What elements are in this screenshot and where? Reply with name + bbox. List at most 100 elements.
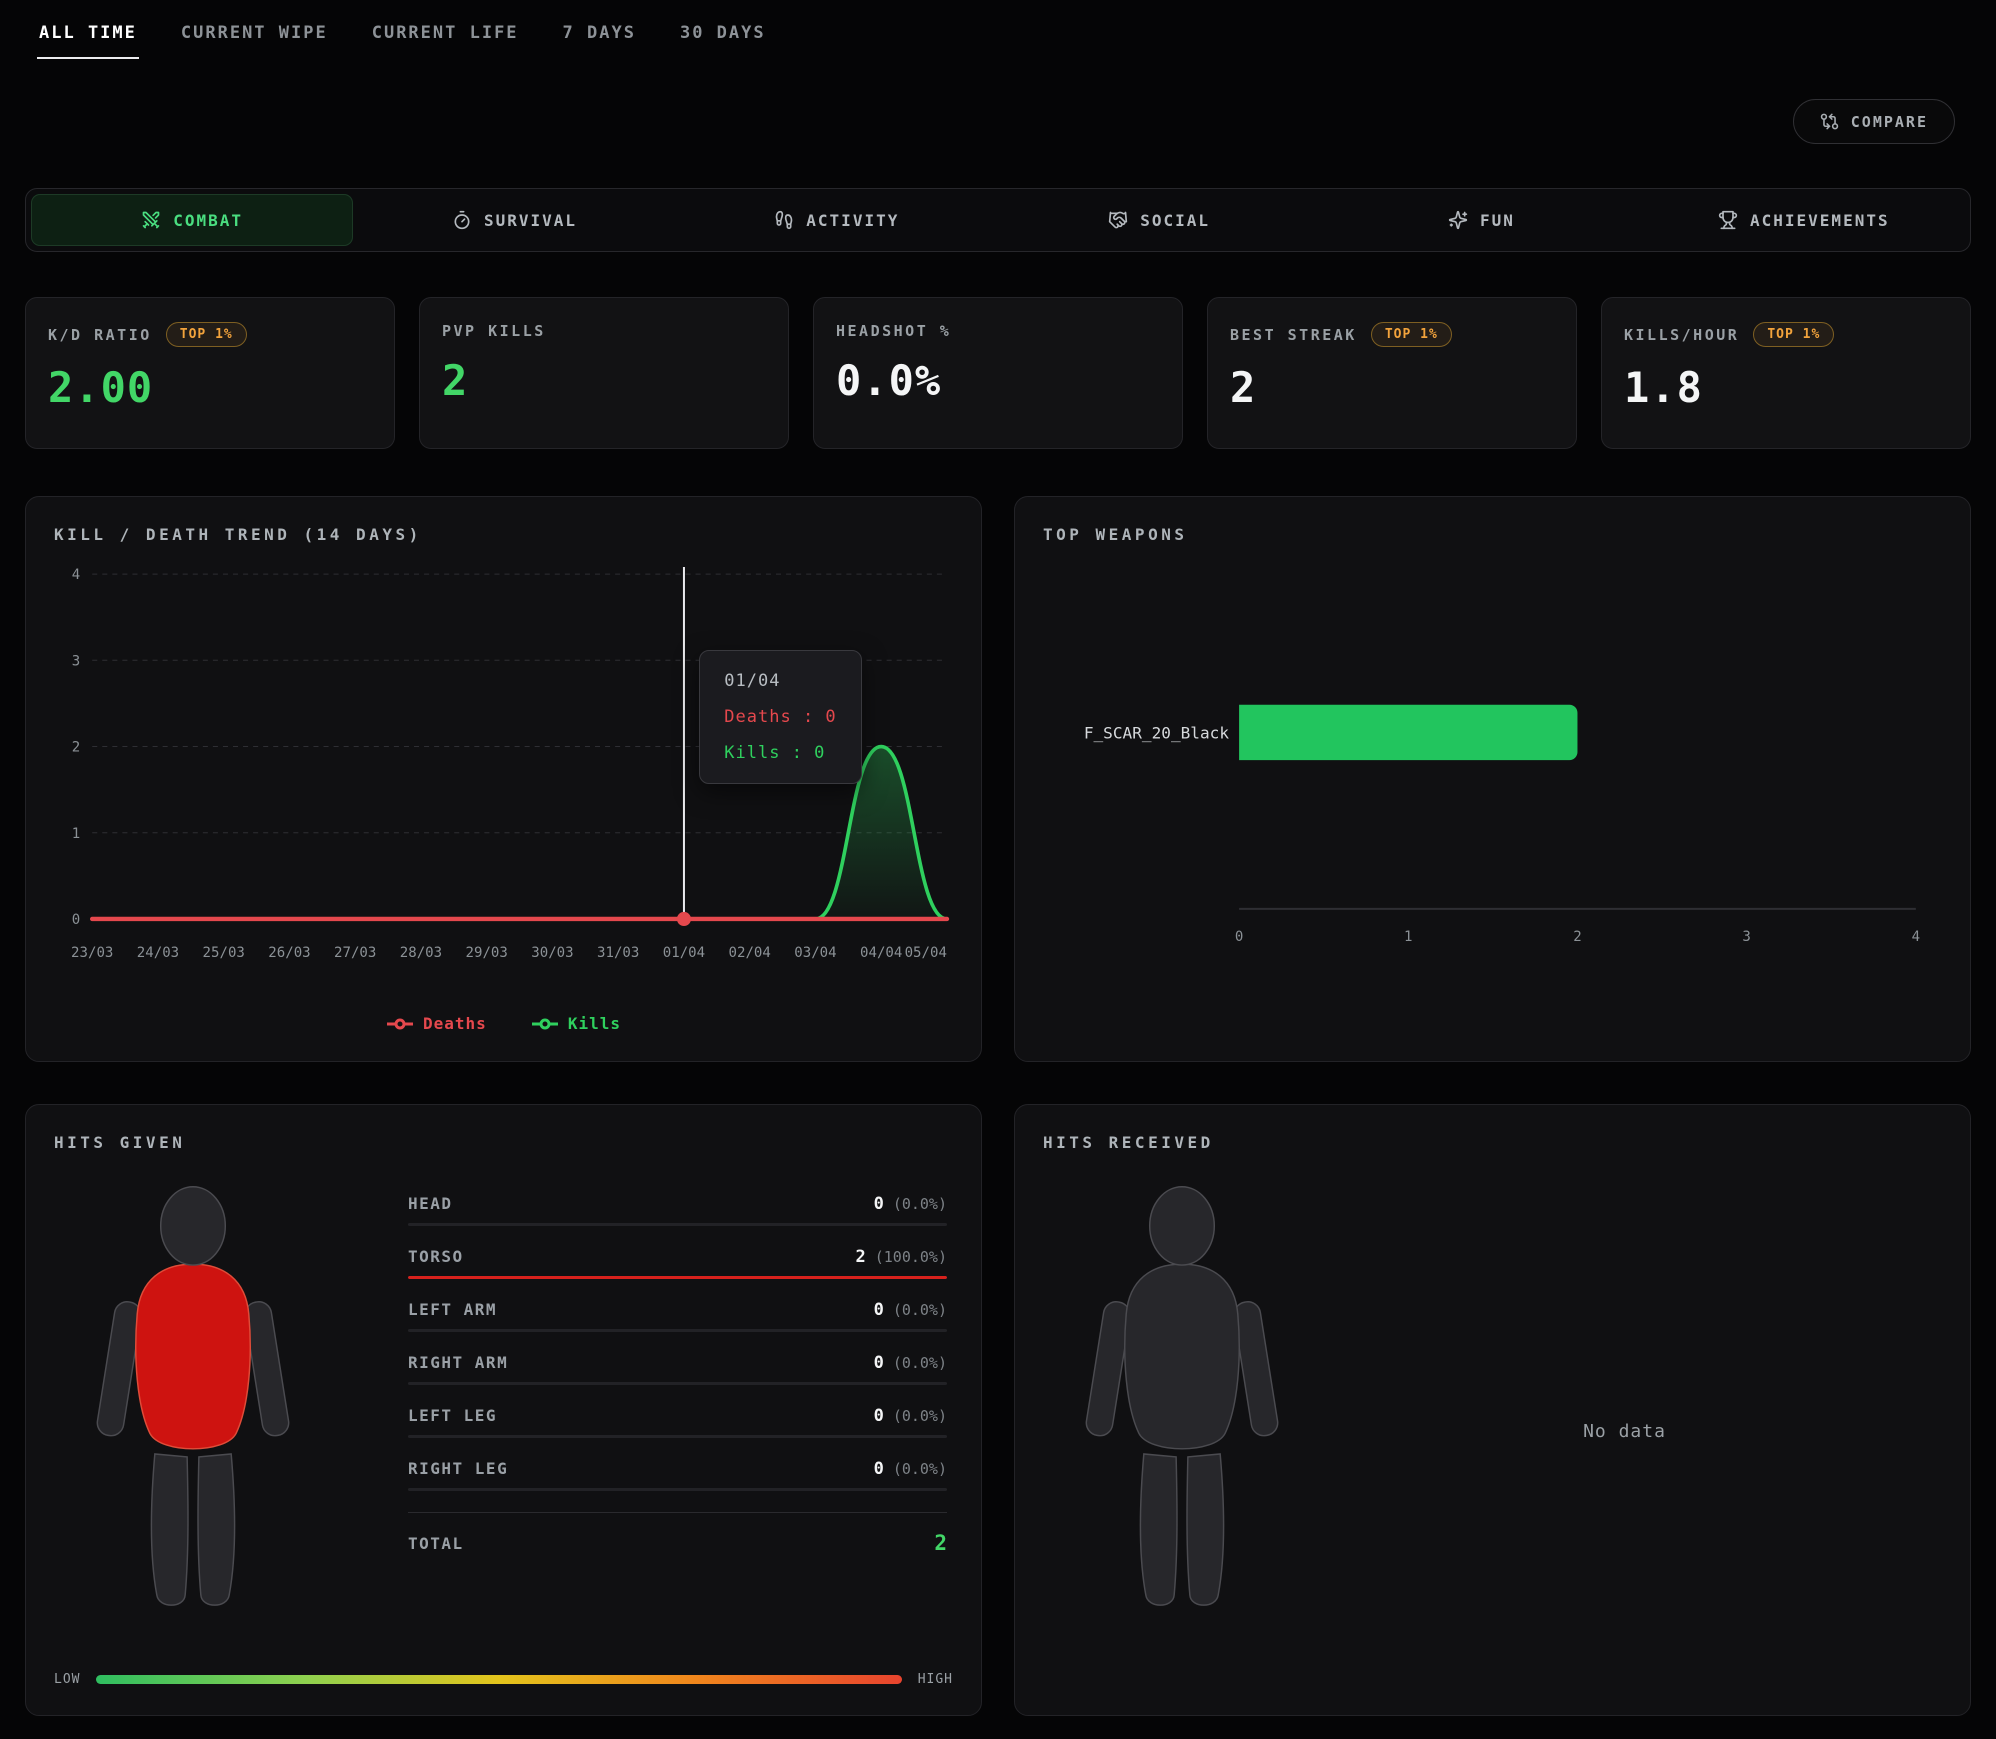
stat-card-kills-hour: KILLS/HOUR TOP 1% 1.8	[1601, 297, 1971, 449]
svg-text:05/04: 05/04	[905, 945, 947, 961]
scale-low-label: LOW	[54, 1672, 81, 1687]
legend-marker-icon	[531, 1018, 558, 1029]
stat-card-best-streak: BEST STREAK TOP 1% 2	[1207, 297, 1577, 449]
category-tab-achievements[interactable]: ACHIEVEMENTS	[1643, 194, 1965, 246]
body-torso	[135, 1263, 251, 1450]
stat-label: K/D RATIO	[48, 325, 152, 344]
body-left-leg	[1139, 1453, 1178, 1606]
svg-text:3: 3	[72, 653, 80, 669]
stat-value: 2.00	[48, 363, 154, 412]
stat-card-pvp-kills: PVP KILLS 2	[419, 297, 789, 449]
footprints-icon	[775, 210, 793, 230]
body-right-leg	[1186, 1453, 1225, 1606]
hit-value: 0	[873, 1459, 884, 1479]
hit-bar-track	[408, 1223, 947, 1226]
top-weapons-chart[interactable]: 0 1 2 3 4 F_SCAR_20_Black	[1043, 562, 1942, 1033]
time-tab-30-days[interactable]: 30 DAYS	[678, 15, 768, 59]
top-percent-badge: TOP 1%	[165, 322, 247, 347]
hits-given-list: HEAD 0 (0.0%) TORSO 2 (100.0%) LEFT ARM 0 (0.0%)…	[408, 1176, 947, 1658]
stat-label: HEADSHOT %	[836, 322, 952, 340]
svg-text:27/03: 27/03	[334, 945, 376, 961]
toolbar: COMPARE	[25, 99, 1971, 144]
svg-text:0: 0	[1235, 929, 1243, 945]
svg-text:2: 2	[1573, 929, 1581, 945]
category-tabs: COMBAT SURVIVAL ACTIVITY SOCIAL FUN ACHIEVEME…	[25, 188, 1971, 252]
hit-label: LEFT LEG	[408, 1406, 498, 1425]
time-range-tabs: ALL TIME CURRENT WIPE CURRENT LIFE 7 DAYS 30…	[25, 15, 1971, 59]
hit-label: RIGHT LEG	[408, 1459, 509, 1478]
category-tab-label: SURVIVAL	[483, 210, 578, 230]
hit-percent: (0.0%)	[892, 1407, 947, 1425]
body-right-arm	[244, 1301, 290, 1437]
hit-value: 0	[873, 1194, 884, 1214]
time-tab-all-time[interactable]: ALL TIME	[37, 15, 139, 59]
hit-row-right-leg: RIGHT LEG 0 (0.0%)	[408, 1459, 947, 1491]
svg-text:02/04: 02/04	[729, 945, 771, 961]
svg-text:29/03: 29/03	[466, 945, 508, 961]
compare-button[interactable]: COMPARE	[1792, 99, 1955, 144]
svg-text:4: 4	[72, 567, 80, 583]
svg-text:25/03: 25/03	[203, 945, 245, 961]
category-tab-activity[interactable]: ACTIVITY	[676, 194, 998, 246]
hit-bar-track	[408, 1382, 947, 1385]
heat-gradient-bar	[96, 1675, 902, 1684]
git-compare-icon	[1820, 113, 1838, 130]
charts-row: KILL / DEATH TREND (14 DAYS) 0 1 2 3 4 23/03 2…	[25, 496, 1971, 1062]
svg-text:0: 0	[72, 912, 80, 928]
body-left-leg	[150, 1453, 189, 1606]
hits-given-panel: HITS GIVEN HEAD 0 (0.0%) TORSO 2 (100.0%) LEFT…	[25, 1104, 982, 1716]
weapon-label: F_SCAR_20_Black	[1084, 723, 1230, 742]
panel-title-hits-given: HITS GIVEN	[54, 1133, 186, 1152]
hits-received-body-diagram	[1067, 1176, 1307, 1687]
body-left-arm	[96, 1301, 142, 1437]
svg-text:24/03: 24/03	[137, 945, 179, 961]
category-tab-social[interactable]: SOCIAL	[998, 194, 1320, 246]
stat-value: 2	[1230, 363, 1257, 412]
time-tab-current-life[interactable]: CURRENT LIFE	[370, 15, 521, 59]
kill-death-trend-chart[interactable]: 0 1 2 3 4 23/03 24/03 25/03 26/03 27/03 28/03 29/03…	[54, 562, 953, 1000]
hit-row-right-arm: RIGHT ARM 0 (0.0%)	[408, 1353, 947, 1385]
svg-text:31/03: 31/03	[597, 945, 639, 961]
category-tab-fun[interactable]: FUN	[1320, 194, 1642, 246]
svg-text:23/03: 23/03	[71, 945, 113, 961]
legend-item-kills: Kills	[531, 1014, 621, 1033]
svg-text:1: 1	[72, 826, 80, 842]
category-tab-combat[interactable]: COMBAT	[31, 194, 354, 246]
heat-scale: LOW HIGH	[54, 1658, 953, 1687]
total-label: TOTAL	[408, 1533, 464, 1553]
hit-percent: (0.0%)	[892, 1195, 947, 1213]
legend-label: Kills	[567, 1014, 621, 1033]
category-tab-label: SOCIAL	[1140, 210, 1211, 230]
hit-percent: (0.0%)	[892, 1460, 947, 1478]
panel-title-trend: KILL / DEATH TREND (14 DAYS)	[54, 525, 422, 544]
hit-label: TORSO	[408, 1247, 464, 1266]
no-data-text: No data	[1583, 1421, 1666, 1442]
legend-marker-icon	[387, 1018, 414, 1029]
category-tab-label: COMBAT	[173, 210, 244, 230]
svg-text:3: 3	[1742, 929, 1750, 945]
body-right-leg	[197, 1453, 236, 1606]
hit-bar-track	[408, 1276, 947, 1279]
category-tab-label: ACTIVITY	[806, 210, 900, 230]
hit-row-head: HEAD 0 (0.0%)	[408, 1194, 947, 1226]
crossed-swords-icon	[142, 211, 160, 229]
kill-death-trend-panel: KILL / DEATH TREND (14 DAYS) 0 1 2 3 4 23/03 2…	[25, 496, 982, 1062]
legend-item-deaths: Deaths	[386, 1014, 487, 1033]
time-tab-current-wipe[interactable]: CURRENT WIPE	[179, 15, 330, 59]
svg-text:4: 4	[1912, 929, 1920, 945]
tooltip-values: Deaths : 0 Kills : 0	[724, 707, 836, 763]
tooltip-kills: Kills : 0	[724, 743, 826, 763]
hit-value: 0	[873, 1353, 884, 1373]
hit-bar-track	[408, 1435, 947, 1438]
category-tab-survival[interactable]: SURVIVAL	[353, 194, 675, 246]
top-weapons-panel: TOP WEAPONS 0 1 2 3 4 F_SCAR_20_Black	[1014, 496, 1971, 1062]
top-percent-badge: TOP 1%	[1370, 322, 1452, 347]
stopwatch-icon	[454, 210, 470, 230]
svg-text:2: 2	[72, 740, 80, 756]
body-diagram	[96, 1186, 290, 1606]
hits-received-panel: HITS RECEIVED No data	[1014, 1104, 1971, 1716]
time-tab-7-days[interactable]: 7 DAYS	[561, 15, 638, 59]
panel-title-weapons: TOP WEAPONS	[1043, 525, 1188, 544]
weapon-bar[interactable]	[1239, 704, 1578, 761]
